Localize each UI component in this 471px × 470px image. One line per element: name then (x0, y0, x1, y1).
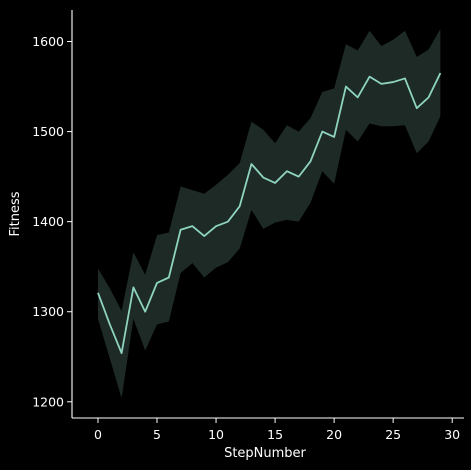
x-tick-label: 25 (385, 427, 401, 442)
data-point (191, 225, 193, 227)
data-point (427, 96, 429, 98)
data-point (97, 292, 99, 294)
y-tick-label: 1500 (32, 124, 64, 139)
data-point (203, 235, 205, 237)
x-axis-label: StepNumber (224, 446, 306, 461)
data-point (392, 81, 394, 83)
data-point (439, 72, 441, 74)
y-tick-label: 1600 (32, 34, 64, 49)
data-point (368, 75, 370, 77)
data-point (156, 282, 158, 284)
data-point (416, 107, 418, 109)
data-point (120, 352, 122, 354)
y-tick-label: 1300 (32, 304, 64, 319)
data-point (321, 130, 323, 132)
data-point (168, 276, 170, 278)
y-tick-label: 1400 (32, 214, 64, 229)
data-point (345, 85, 347, 87)
data-point (404, 77, 406, 79)
y-axis-label: Fitness (8, 191, 23, 236)
data-point (227, 220, 229, 222)
axes: 0 5 10 15 20 25 30 1200 1300 1400 1500 1600 (32, 10, 464, 442)
data-point (109, 323, 111, 325)
data-point (298, 175, 300, 177)
data-point (357, 96, 359, 98)
data-point (380, 83, 382, 85)
x-tick-label: 15 (267, 427, 283, 442)
x-tick-label: 0 (94, 427, 102, 442)
data-point (274, 182, 276, 184)
data-point (144, 311, 146, 313)
data-point (215, 225, 217, 227)
data-point (333, 136, 335, 138)
data-point (179, 229, 181, 231)
x-tick-label: 10 (208, 427, 224, 442)
x-tick-label: 20 (326, 427, 342, 442)
plot-area (97, 28, 442, 399)
series-line-0 (97, 72, 442, 355)
confidence-band-0 (97, 28, 441, 399)
data-point (262, 176, 264, 178)
x-tick-label: 30 (444, 427, 460, 442)
data-point (286, 170, 288, 172)
x-tick-label: 5 (153, 427, 161, 442)
y-tick-label: 1200 (32, 394, 64, 409)
data-point (238, 205, 240, 207)
data-point (309, 160, 311, 162)
data-point (250, 163, 252, 165)
data-point (132, 286, 134, 288)
